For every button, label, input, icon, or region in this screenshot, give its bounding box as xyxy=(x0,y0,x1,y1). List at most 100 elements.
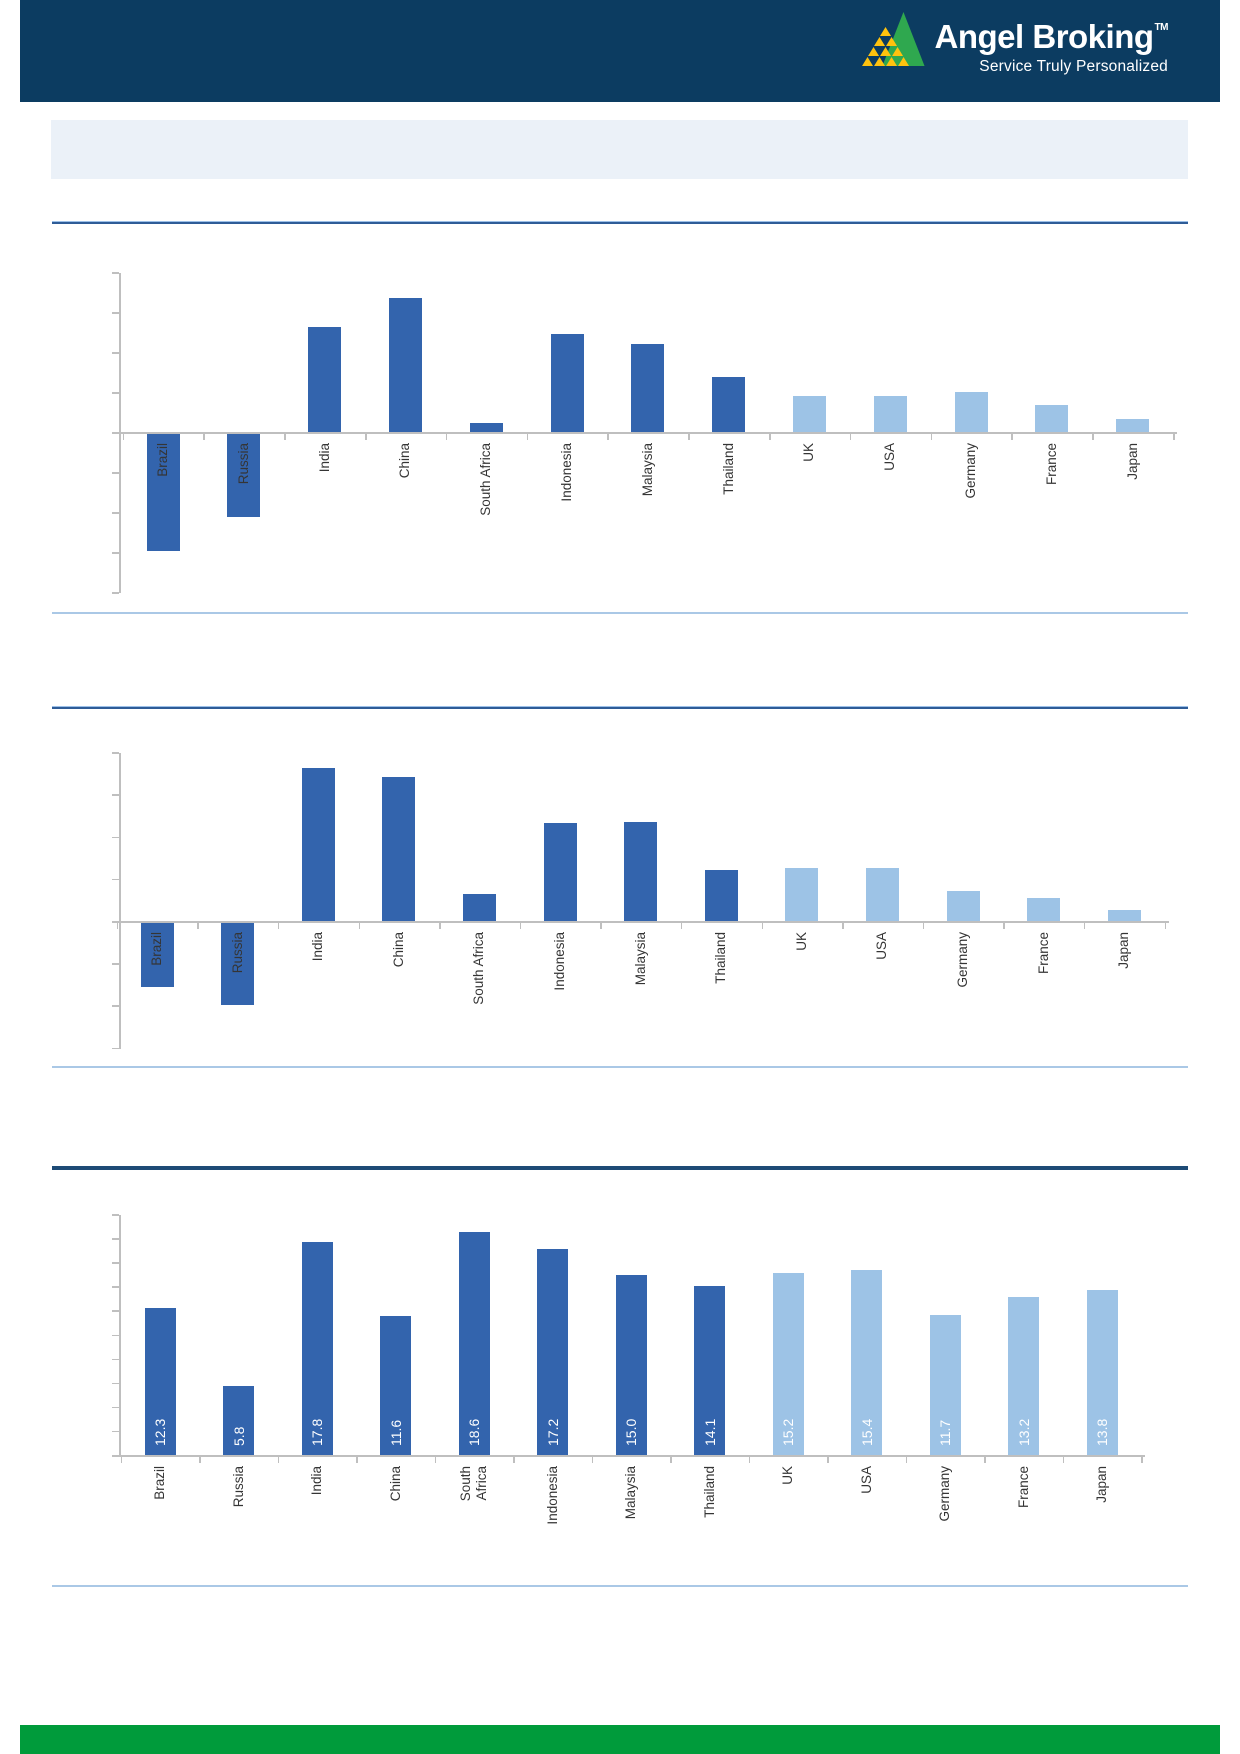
bar-germany xyxy=(954,392,988,433)
bar-indonesia xyxy=(537,1249,568,1456)
axis-label-china: China xyxy=(390,932,406,968)
value-label-usa: 15.4 xyxy=(858,1418,875,1446)
y-tick xyxy=(112,878,119,881)
bar-brazil xyxy=(140,922,174,987)
value-label-germany: 11.7 xyxy=(937,1419,953,1446)
value-label-china: 11.6 xyxy=(387,1419,404,1446)
axis-label-france: France xyxy=(1015,1466,1031,1509)
x-tick xyxy=(284,433,286,440)
value-label-japan: 13.8 xyxy=(1094,1418,1110,1446)
axis-label-russia: Russia xyxy=(235,443,251,485)
bar-thailand xyxy=(704,870,738,922)
y-tick xyxy=(112,1334,119,1336)
x-tick xyxy=(199,1456,201,1463)
x-tick xyxy=(1141,1456,1143,1463)
bar-russia xyxy=(221,922,255,1005)
bar-uk xyxy=(772,1273,804,1456)
x-tick xyxy=(761,922,763,929)
axis-label-brazil: Brazil xyxy=(149,932,164,966)
x-tick xyxy=(1083,922,1086,929)
axis-label-japan: Japan xyxy=(1116,932,1132,969)
axis-label-thailand: Thailand xyxy=(713,932,729,984)
value-label-uk: 15.2 xyxy=(780,1418,796,1446)
x-tick xyxy=(445,433,448,440)
bar-uk xyxy=(792,396,826,433)
y-tick xyxy=(112,963,119,965)
x-tick xyxy=(526,433,529,440)
section-end-divider-3 xyxy=(52,1585,1188,1587)
bar-germany xyxy=(946,891,980,922)
y-tick xyxy=(112,1262,119,1264)
bar-thailand xyxy=(712,377,746,433)
bar-indonesia xyxy=(550,334,584,433)
y-tick xyxy=(112,794,119,796)
y-tick xyxy=(112,272,119,274)
axis-label-japan: Japan xyxy=(1124,443,1140,480)
x-tick xyxy=(1092,433,1094,440)
summary-banner xyxy=(51,120,1188,179)
y-tick xyxy=(112,1047,119,1050)
trademark-symbol: TM xyxy=(1154,22,1169,33)
bar-china xyxy=(388,298,422,433)
y-axis-3 xyxy=(119,1215,121,1456)
axis-label-russia: Russia xyxy=(229,932,245,974)
x-tick xyxy=(203,433,205,440)
y-tick xyxy=(112,312,119,314)
y-tick xyxy=(112,921,119,923)
bar-germany xyxy=(929,1315,961,1456)
y-tick xyxy=(112,512,119,514)
bar-india xyxy=(301,1242,333,1456)
bar-france xyxy=(1008,1297,1039,1456)
x-tick xyxy=(769,433,771,440)
axis-label-usa: USA xyxy=(882,443,898,471)
section-end-divider-1 xyxy=(52,612,1188,614)
axis-label-india: India xyxy=(310,932,326,962)
x-tick xyxy=(116,922,119,929)
y-tick xyxy=(112,1430,119,1433)
y-tick xyxy=(112,472,119,474)
axis-label-indonesia: Indonesia xyxy=(552,932,567,991)
bar-usa xyxy=(873,396,907,433)
axis-label-uk: UK xyxy=(801,443,817,462)
y-tick xyxy=(112,752,119,754)
x-tick xyxy=(277,1456,280,1463)
x-tick xyxy=(1062,1456,1065,1463)
x-tick xyxy=(930,433,933,440)
bar-uk xyxy=(785,868,819,922)
bar-malaysia xyxy=(624,822,658,922)
x-tick xyxy=(365,433,367,440)
bar-japan xyxy=(1107,910,1141,922)
axis-label-germany: Germany xyxy=(963,443,978,499)
section-divider-1 xyxy=(52,221,1188,224)
axis-label-japan: Japan xyxy=(1094,1466,1109,1503)
axis-label-china: China xyxy=(397,443,413,479)
x-tick xyxy=(670,1456,672,1463)
x-tick xyxy=(842,922,844,929)
logo-text: Angel BrokingTM Service Truly Personaliz… xyxy=(935,10,1169,76)
section-divider-3 xyxy=(52,1166,1188,1170)
x-axis-1 xyxy=(119,432,1177,434)
y-tick xyxy=(112,432,119,434)
x-tick xyxy=(277,922,280,929)
y-tick xyxy=(112,1005,119,1007)
axis-label-south-africa: South Africa xyxy=(478,443,494,516)
axis-label-south-africa: South Africa xyxy=(471,932,487,1005)
x-tick xyxy=(1003,922,1005,929)
x-tick xyxy=(356,1456,358,1463)
x-tick xyxy=(1164,922,1166,929)
y-tick xyxy=(112,552,119,554)
value-label-russia: 5.8 xyxy=(230,1426,247,1446)
bar-south-africa xyxy=(469,423,503,433)
axis-label-indonesia: Indonesia xyxy=(559,443,574,502)
x-tick xyxy=(1173,433,1175,440)
value-label-brazil: 12.3 xyxy=(152,1418,168,1446)
x-tick xyxy=(748,1456,751,1463)
bar-brazil xyxy=(144,1308,176,1456)
axis-label-usa: USA xyxy=(858,1466,874,1494)
angel-broking-logo-icon xyxy=(862,12,925,66)
y-tick xyxy=(112,1214,119,1216)
bar-japan xyxy=(1116,419,1150,433)
x-tick xyxy=(197,922,199,929)
